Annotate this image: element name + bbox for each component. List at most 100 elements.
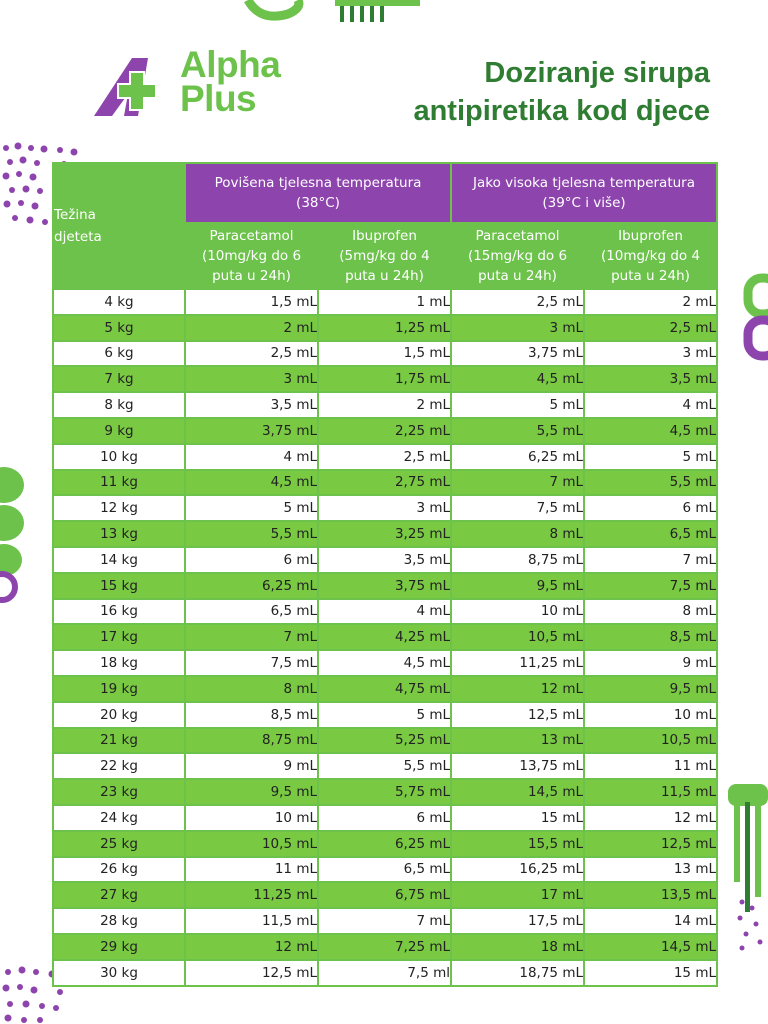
dose-cell: 11 mL: [583, 752, 718, 781]
dose-cell: 12,5 mL: [184, 958, 319, 987]
dose-cell: 5,25 mL: [317, 726, 452, 755]
dose-cell: 18,75 mL: [450, 958, 585, 987]
dose-cell: 6,5 mL: [317, 855, 452, 884]
dose-cell: 1,25 mL: [317, 313, 452, 342]
dose-cell: 4,5 mL: [184, 468, 319, 497]
dose-cell: 9 mL: [184, 752, 319, 781]
table-row: 16 kg 6,5 mL 4 mL 10 mL 8 mL: [52, 597, 718, 626]
page-title-line-2: antipiretika kod djece: [413, 95, 710, 127]
dose-cell: 4 mL: [184, 442, 319, 471]
dose-cell: 6 mL: [184, 545, 319, 574]
weight-cell: 17 kg: [52, 623, 186, 652]
page-title-line-1: Doziranje sirupa: [484, 57, 710, 89]
weight-cell: 8 kg: [52, 391, 186, 419]
top-decoration: [244, 0, 420, 22]
dose-cell: 6,25 mL: [450, 442, 585, 471]
dose-cell: 7,5 ml: [317, 958, 452, 987]
weight-cell: 30 kg: [52, 958, 186, 987]
table-row: 7 kg 3 mL 1,75 mL 4,5 mL 3,5 mL: [52, 365, 718, 394]
dose-cell: 3 mL: [317, 494, 452, 523]
table-row: 30 kg 12,5 mL 7,5 ml 18,75 mL 15 mL: [52, 958, 718, 987]
dose-cell: 8,5 mL: [583, 623, 718, 652]
logo-mark-icon: [94, 58, 157, 116]
dose-cell: 3 mL: [583, 339, 718, 368]
group-header-elevated-temperature: Povišena tjelesna temperatura (38°C): [184, 162, 452, 224]
left-leaf-decoration: [0, 467, 24, 603]
dose-cell: 4,25 mL: [317, 623, 452, 652]
weight-cell: 23 kg: [52, 778, 186, 806]
table-row: 24 kg 10 mL 6 mL 15 mL 12 mL: [52, 803, 718, 832]
table-row: 17 kg 7 mL 4,25 mL 10,5 mL 8,5 mL: [52, 623, 718, 652]
dose-cell: 18 mL: [450, 932, 585, 961]
dose-cell: 7 mL: [450, 468, 585, 497]
subheader-paracetamol-15: Paracetamol (15mg/kg do 6 puta u 24h): [450, 222, 585, 290]
dose-cell: 6,5 mL: [184, 597, 319, 626]
dose-cell: 3 mL: [184, 365, 319, 394]
weight-header: Težina djeteta: [52, 162, 186, 290]
table-row: 28 kg 11,5 mL 7 mL 17,5 mL 14 mL: [52, 907, 718, 935]
dose-cell: 9,5 mL: [450, 571, 585, 600]
dose-cell: 8,75 mL: [450, 545, 585, 574]
table-row: 6 kg 2,5 mL 1,5 mL 3,75 mL 3 mL: [52, 339, 718, 368]
dose-cell: 14 mL: [583, 907, 718, 935]
bottom-dots-decoration: [2, 966, 69, 1023]
dose-cell: 11,25 mL: [450, 649, 585, 677]
dose-cell: 5,5 mL: [583, 468, 718, 497]
dose-cell: 5 mL: [450, 391, 585, 419]
dose-cell: 14,5 mL: [583, 932, 718, 961]
dose-cell: 6,25 mL: [184, 571, 319, 600]
dose-cell: 12,5 mL: [583, 829, 718, 858]
table-row: 21 kg 8,75 mL 5,25 mL 13 mL 10,5 mL: [52, 726, 718, 755]
weight-cell: 15 kg: [52, 571, 186, 600]
table-row: 13 kg 5,5 mL 3,25 mL 8 mL 6,5 mL: [52, 520, 718, 548]
dose-cell: 2 mL: [184, 313, 319, 342]
weight-cell: 10 kg: [52, 442, 186, 471]
table-row: 5 kg 2 mL 1,25 mL 3 mL 2,5 mL: [52, 313, 718, 342]
dose-cell: 6,25 mL: [317, 829, 452, 858]
dose-cell: 15,5 mL: [450, 829, 585, 858]
dose-cell: 10 mL: [583, 700, 718, 729]
dose-cell: 7 mL: [583, 545, 718, 574]
dose-cell: 9,5 mL: [184, 778, 319, 806]
weight-cell: 20 kg: [52, 700, 186, 729]
table-row: 19 kg 8 mL 4,75 mL 12 mL 9,5 mL: [52, 674, 718, 703]
dose-cell: 7 mL: [184, 623, 319, 652]
dose-cell: 13 mL: [450, 726, 585, 755]
subheader-ibuprofen-10: Ibuprofen (10mg/kg do 4 puta u 24h): [583, 222, 718, 290]
dose-cell: 4 mL: [583, 391, 718, 419]
weight-cell: 12 kg: [52, 494, 186, 523]
table-row: 23 kg 9,5 mL 5,75 mL 14,5 mL 11,5 mL: [52, 778, 718, 806]
dose-cell: 10,5 mL: [184, 829, 319, 858]
dose-cell: 2,5 mL: [450, 288, 585, 316]
table-row: 27 kg 11,25 mL 6,75 mL 17 mL 13,5 mL: [52, 881, 718, 910]
table-row: 11 kg 4,5 mL 2,75 mL 7 mL 5,5 mL: [52, 468, 718, 497]
dose-cell: 11 mL: [184, 855, 319, 884]
right-loop-decoration: [743, 273, 768, 361]
dose-cell: 5,75 mL: [317, 778, 452, 806]
dose-cell: 10 mL: [184, 803, 319, 832]
dose-cell: 3 mL: [450, 313, 585, 342]
dose-cell: 3,75 mL: [184, 416, 319, 445]
weight-cell: 4 kg: [52, 288, 186, 316]
weight-cell: 27 kg: [52, 881, 186, 910]
table-row: 8 kg 3,5 mL 2 mL 5 mL 4 mL: [52, 391, 718, 419]
table-row: 12 kg 5 mL 3 mL 7,5 mL 6 mL: [52, 494, 718, 523]
dose-cell: 17,5 mL: [450, 907, 585, 935]
dose-cell: 8 mL: [583, 597, 718, 626]
dose-cell: 1,5 mL: [317, 339, 452, 368]
dose-cell: 5,5 mL: [450, 416, 585, 445]
weight-cell: 28 kg: [52, 907, 186, 935]
dose-cell: 4,75 mL: [317, 674, 452, 703]
weight-cell: 19 kg: [52, 674, 186, 703]
dose-cell: 1 mL: [317, 288, 452, 316]
table-row: 9 kg 3,75 mL 2,25 mL 5,5 mL 4,5 mL: [52, 416, 718, 445]
weight-cell: 18 kg: [52, 649, 186, 677]
dose-cell: 2,5 mL: [184, 339, 319, 368]
dosage-table: Težina djeteta Povišena tjelesna tempera…: [52, 162, 718, 987]
page-title: Doziranje sirupa antipiretika kod djece: [413, 54, 710, 130]
table-row: 15 kg 6,25 mL 3,75 mL 9,5 mL 7,5 mL: [52, 571, 718, 600]
weight-cell: 16 kg: [52, 597, 186, 626]
dose-cell: 12 mL: [184, 932, 319, 961]
dose-cell: 10 mL: [450, 597, 585, 626]
dose-cell: 2 mL: [583, 288, 718, 316]
